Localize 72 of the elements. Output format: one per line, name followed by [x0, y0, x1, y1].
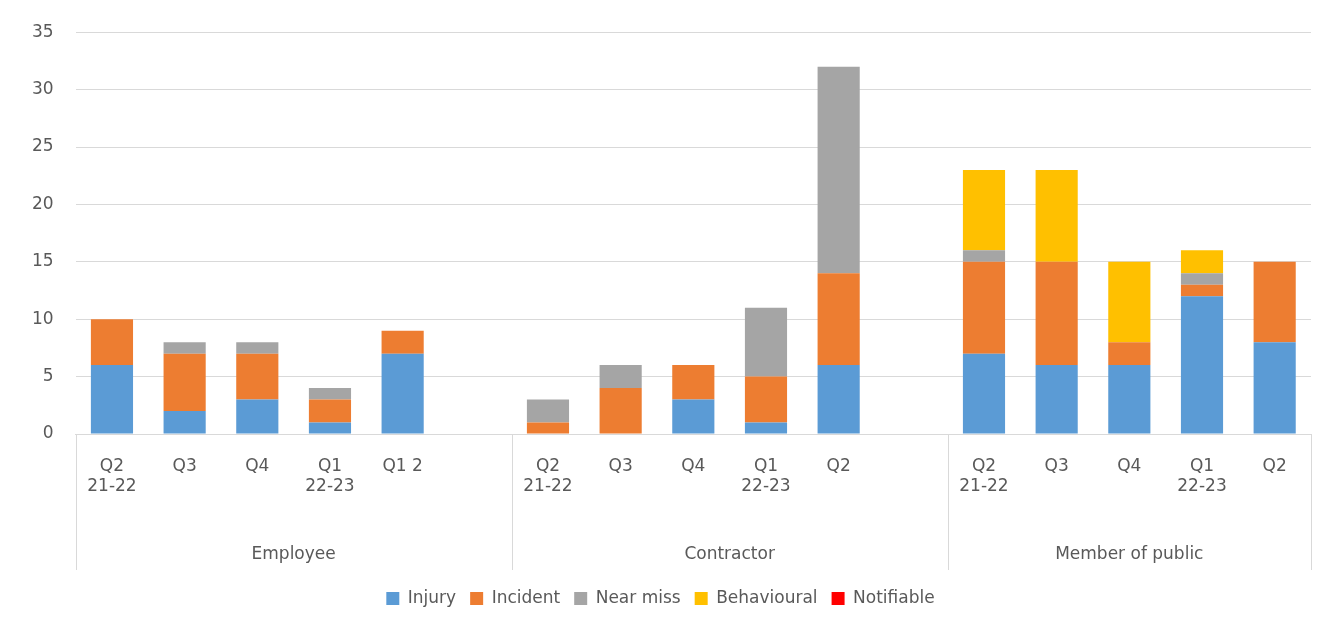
bar [308, 399, 352, 423]
x-tick-label: Q1 22-23 [305, 454, 355, 496]
bar [599, 388, 642, 434]
bar [1108, 365, 1151, 434]
bar [163, 342, 206, 354]
bar [381, 330, 424, 354]
bar [1035, 169, 1078, 262]
bar [817, 365, 860, 434]
bar [236, 353, 279, 400]
bar [1180, 250, 1224, 274]
bar [1108, 261, 1151, 343]
bar [599, 365, 642, 389]
bar [236, 399, 279, 434]
bar [817, 273, 860, 366]
bar [962, 169, 1006, 251]
bar [744, 376, 788, 423]
x-tick-label: Q4 [681, 454, 706, 475]
bar [1253, 261, 1296, 343]
legend-label: Notifiable [853, 586, 935, 607]
y-tick-label: 0 [42, 422, 54, 443]
bar [672, 365, 715, 400]
y-tick-label: 25 [31, 135, 54, 156]
bar [1035, 365, 1078, 434]
bar [1180, 284, 1224, 297]
y-tick-label: 5 [42, 365, 54, 386]
bar [744, 307, 788, 377]
x-tick-label: Q2 [826, 454, 851, 475]
text: Member of public [1055, 543, 1204, 564]
bar [962, 250, 1006, 262]
y-tick-label: 20 [31, 192, 54, 213]
bar [817, 66, 860, 274]
bar [1180, 296, 1224, 434]
bar [308, 422, 352, 434]
bar [90, 319, 134, 366]
bar [1108, 342, 1151, 366]
x-tick-label: Q3 [172, 454, 197, 475]
legend-label: Behavioural [716, 586, 818, 607]
legend-label: Injury [407, 586, 457, 607]
x-tick-label: Q2 21-22 [87, 454, 137, 496]
bar [1035, 261, 1078, 366]
y-tick-label: 35 [31, 20, 54, 41]
bar [90, 365, 134, 434]
x-tick-label: Q1 22-23 [1177, 454, 1227, 496]
text: Employee [251, 543, 336, 564]
bar [962, 261, 1006, 354]
x-tick-label: Q1 2 [382, 454, 423, 475]
x-tick-label: Q2 21-22 [523, 454, 573, 496]
bar [308, 388, 352, 400]
bar [526, 399, 570, 423]
y-tick-label: 15 [31, 250, 54, 271]
x-tick-label: Q1 22-23 [741, 454, 791, 496]
bar [744, 422, 788, 434]
x-tick-label: Q4 [245, 454, 270, 475]
bar [962, 353, 1006, 434]
y-tick-label: 30 [31, 78, 54, 99]
bar [526, 422, 570, 434]
bar [672, 399, 715, 434]
legend-label: Incident [491, 586, 561, 607]
legend-label: Near miss [595, 586, 681, 607]
x-tick-label: Q3 [1044, 454, 1069, 475]
bar [1180, 273, 1224, 285]
x-tick-label: Q4 [1117, 454, 1142, 475]
bar [381, 353, 424, 434]
bar [163, 411, 206, 434]
y-tick-label: 10 [31, 307, 54, 328]
text: Contractor [684, 543, 775, 564]
bar [1253, 342, 1296, 434]
x-tick-label: Q2 [1262, 454, 1287, 475]
x-tick-label: Q3 [608, 454, 633, 475]
bar [163, 353, 206, 412]
x-tick-label: Q2 21-22 [959, 454, 1009, 496]
bar [236, 342, 279, 354]
